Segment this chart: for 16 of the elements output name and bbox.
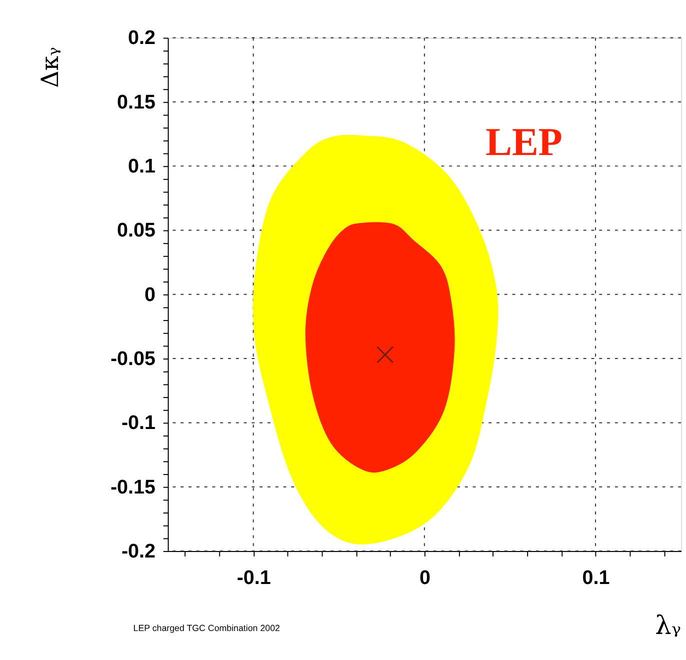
x-axis-title: λᵧ (655, 610, 682, 641)
y-tick-label: -0.2 (121, 540, 156, 562)
annotation: LEP (486, 120, 562, 164)
x-tick-label: -0.1 (236, 567, 271, 590)
y-tick-label: -0.05 (110, 348, 156, 370)
y-tick-label: 0.1 (128, 155, 156, 178)
y-axis-title: Δκᵧ (36, 46, 64, 88)
text: LEP charged TGC Combination 2002 (133, 622, 280, 633)
y-tick-label: 0.15 (117, 91, 156, 114)
y-tick-label: -0.15 (110, 476, 156, 498)
y-tick-label: -0.1 (121, 412, 156, 434)
y-tick-label: 0.05 (117, 220, 156, 242)
x-tick-label: 0 (419, 567, 430, 590)
x-tick-label: 0.1 (582, 567, 610, 590)
y-tick-label: 0.2 (128, 27, 156, 50)
y-tick-label: 0 (144, 284, 156, 306)
